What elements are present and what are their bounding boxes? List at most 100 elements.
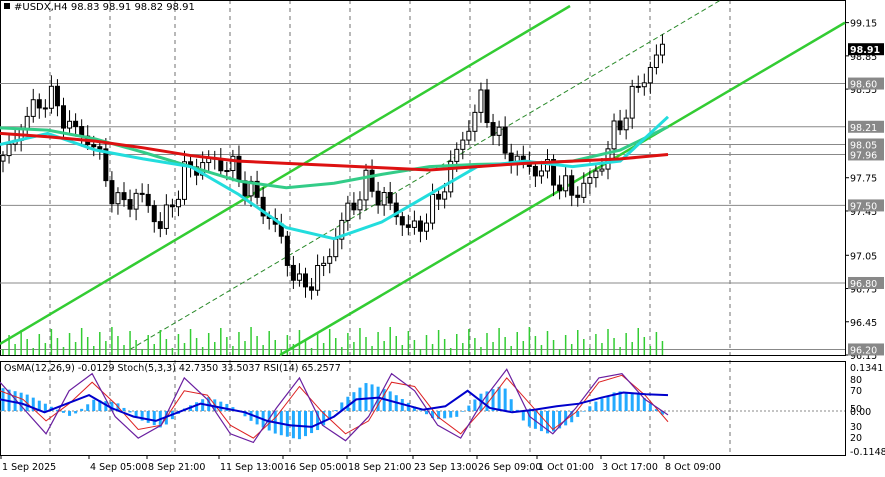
candle-body	[405, 224, 411, 228]
price-tick-label: 99.15	[850, 19, 877, 30]
level-label: 98.60	[850, 80, 877, 91]
indicator-axis-label: 70	[850, 386, 862, 397]
candle-body	[569, 175, 575, 196]
candle-body	[103, 148, 109, 182]
price-tick-label: 96.45	[850, 318, 877, 329]
candle-body	[224, 170, 230, 173]
candle-body	[139, 192, 145, 195]
current-price-bg	[848, 43, 884, 56]
candle-body	[659, 43, 665, 56]
candle-body	[411, 220, 417, 228]
indicator-axis-label: 20	[850, 433, 862, 444]
candle-body	[61, 105, 66, 129]
current-price-label: 98.91	[850, 45, 880, 56]
candle-body	[345, 202, 351, 221]
candle-body	[91, 144, 97, 148]
candle-body	[424, 222, 429, 232]
time-tick-label: 1 Oct 01:00	[538, 462, 594, 473]
candle-body	[54, 85, 60, 107]
level-label-bg	[848, 120, 884, 133]
indicator-axis-label: 0.1341	[850, 363, 883, 374]
level-label: 97.50	[850, 201, 877, 212]
price-tick-label: 97.05	[850, 251, 877, 262]
candle-body	[157, 221, 163, 229]
channel-upper-line	[0, 4, 571, 345]
indicator-label: OsMA(12,26,9) -0.0129 Stoch(5,3,3) 42.73…	[4, 363, 341, 374]
candle-body	[36, 99, 42, 109]
stoch-main-line	[0, 368, 669, 444]
price-tick-label: 98.55	[850, 85, 877, 96]
candle-body	[315, 265, 321, 291]
level-label-bg	[848, 138, 884, 151]
candle-body	[635, 85, 641, 88]
candle-body	[30, 99, 36, 117]
price-tick-label: 97.75	[850, 174, 877, 185]
time-tick-label: 8 Oct 09:00	[665, 462, 721, 473]
candle-body	[484, 89, 490, 124]
stoch-signal-line	[0, 374, 669, 439]
time-tick-label: 16 Sep 05:00	[284, 462, 347, 473]
level-label-bg	[848, 276, 884, 289]
indicator-axis-label: 0.00	[850, 407, 871, 418]
candle-body	[641, 82, 647, 88]
candle-body	[97, 146, 103, 150]
candle-body	[73, 120, 79, 128]
candle-body	[472, 111, 478, 132]
candle-body	[611, 120, 617, 150]
candle-body	[6, 143, 12, 157]
ma-cyan-line	[0, 115, 670, 241]
indicator-axis-label: 50	[850, 404, 862, 415]
time-tick-label: 4 Sep 05:00	[90, 462, 147, 473]
candle-body	[169, 204, 175, 208]
level-label-bg	[848, 148, 884, 161]
candle-body	[260, 196, 266, 217]
candle-body	[417, 220, 423, 232]
level-label: 98.21	[850, 123, 877, 134]
candle-body	[647, 66, 653, 84]
candle-body	[460, 139, 466, 150]
candle-body	[575, 194, 581, 198]
candle-body	[182, 161, 187, 200]
candle-body	[442, 191, 448, 200]
candle-body	[629, 85, 635, 119]
indicator-axis-label: 80	[850, 375, 862, 386]
candle-body	[369, 169, 375, 192]
candle-body	[466, 130, 472, 141]
candle-body	[538, 170, 544, 177]
level-label: 96.80	[850, 279, 877, 290]
indicator-axis-label: 30	[850, 422, 862, 433]
candle-body	[67, 120, 73, 129]
time-tick-label: 3 Oct 17:00	[602, 462, 658, 473]
time-tick-label: 8 Sep 21:00	[148, 462, 205, 473]
level-label: 98.05	[850, 140, 877, 151]
candle-body	[593, 170, 599, 179]
level-label: 96.20	[850, 345, 877, 356]
candle-body	[121, 192, 127, 201]
candle-body	[381, 192, 387, 206]
time-tick-label: 1 Sep 2025	[2, 462, 56, 473]
candle-body	[496, 126, 502, 136]
candle-body	[587, 177, 593, 184]
candle-body	[599, 168, 605, 172]
channel-lower-line	[279, 21, 846, 357]
level-label-bg	[848, 343, 884, 356]
candle-body	[48, 85, 54, 109]
time-tick-label: 11 Sep 13:00	[220, 462, 283, 473]
candle-body	[296, 273, 302, 281]
candle-body	[333, 238, 339, 258]
candle-body	[393, 202, 399, 218]
candle-body	[436, 193, 442, 200]
chart-header: #USDX,H4 98.83 98.91 98.82 98.91	[14, 2, 195, 13]
indicator-panel-frame	[0, 361, 846, 456]
candle-body	[375, 190, 381, 206]
candle-body	[145, 193, 151, 207]
candle-body	[175, 198, 181, 208]
candle-body	[532, 165, 538, 177]
candle-body	[563, 175, 569, 192]
candle-body	[557, 184, 563, 192]
candle-body	[490, 122, 496, 136]
candle-body	[115, 192, 121, 205]
price-tick-label: 98.85	[850, 52, 877, 63]
candle-body	[0, 155, 6, 162]
